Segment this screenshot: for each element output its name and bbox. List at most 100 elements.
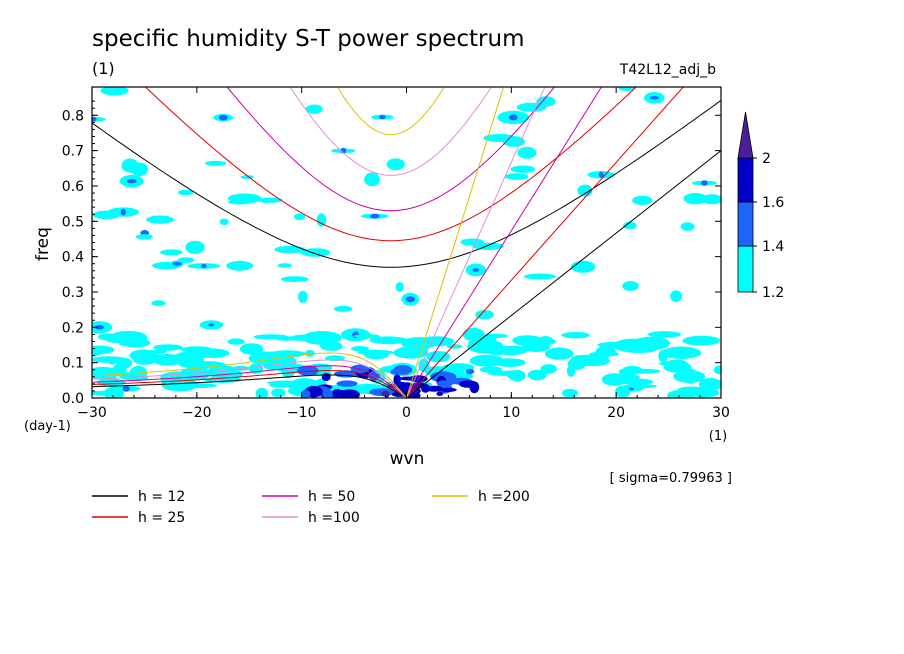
- y-axis-label: freq: [33, 227, 53, 261]
- contour-blob: [670, 290, 683, 303]
- contour-blob: [177, 257, 195, 263]
- x-tick-label: 30: [712, 405, 730, 421]
- contour-blob: [658, 349, 668, 363]
- contour-blob: [381, 390, 390, 397]
- contour-blob: [479, 366, 503, 373]
- contour-blob: [482, 334, 497, 345]
- contour-blob: [92, 345, 115, 355]
- rossby-curve: [92, 374, 407, 398]
- rossby-curve: [92, 365, 407, 398]
- contour-blob: [119, 341, 149, 347]
- contour-blob: [92, 116, 97, 122]
- legend-label: h = 25: [138, 510, 185, 526]
- contour-blob: [682, 335, 721, 346]
- inertia-gravity-curve: [289, 87, 493, 176]
- contour-blob: [370, 213, 380, 219]
- contour-blob: [255, 387, 269, 398]
- y-tick-label: 0.2: [62, 320, 84, 336]
- contour-blob: [269, 382, 293, 388]
- contour-blob: [442, 363, 475, 373]
- contour-blob: [623, 221, 637, 230]
- contour-blob: [701, 180, 708, 186]
- contour-blob: [418, 358, 430, 372]
- contour-blob: [275, 336, 298, 341]
- contour-blob: [567, 357, 587, 370]
- contour-blob: [332, 388, 343, 396]
- contour-blob: [333, 305, 353, 312]
- contour-blob: [517, 146, 537, 159]
- x-tick-label: 20: [607, 405, 625, 421]
- contour-blob: [294, 213, 306, 221]
- contour-blob: [399, 346, 428, 352]
- rossby-curve: [92, 370, 407, 398]
- contour-blob: [615, 385, 631, 398]
- contour-blob: [178, 189, 194, 196]
- colorbar-segment: [737, 157, 754, 203]
- contour-blob: [336, 380, 358, 387]
- x-axis: −30 −20 −10 0 10 20 30: [77, 87, 730, 421]
- contour-blob: [302, 331, 342, 345]
- contour-blob: [516, 102, 547, 112]
- y-tick-label: 0.1: [62, 356, 84, 372]
- contour-blob: [204, 160, 227, 166]
- contour-blob: [437, 380, 450, 387]
- contour-blob: [160, 249, 183, 256]
- chart-subtitle-right: T42L12_adj_b: [619, 62, 716, 78]
- rossby-curve: [92, 352, 407, 398]
- y-tick-label: 0.0: [62, 391, 84, 407]
- contour-blob: [208, 323, 215, 327]
- x-tick-label: −30: [77, 405, 107, 421]
- y-tick-label: 0.5: [62, 214, 84, 230]
- x-tick-label: 10: [502, 405, 520, 421]
- contour-blob: [274, 245, 306, 254]
- kelvin-wave-line: [406, 87, 505, 398]
- contour-blob: [509, 114, 518, 121]
- legend: h = 12 h = 25 h = 50 h =100 h =200: [92, 489, 530, 526]
- kelvin-wave-line: [406, 150, 721, 398]
- contour-blob: [190, 361, 226, 369]
- contour-blob: [405, 296, 415, 303]
- colorbar-segment: [737, 245, 754, 293]
- colorbar-label: 1.6: [762, 195, 784, 211]
- contour-blob: [151, 354, 184, 366]
- colorbar-label: 2: [762, 151, 771, 167]
- contour-blob: [624, 348, 654, 353]
- contour-blob: [475, 310, 494, 320]
- colorbar-segment: [737, 201, 754, 247]
- sigma-label: [ sigma=0.79963 ]: [610, 471, 732, 486]
- contour-blob: [393, 365, 412, 375]
- contour-blob: [304, 349, 315, 357]
- contour-blob: [92, 390, 124, 396]
- inertia-gravity-curve: [144, 87, 637, 242]
- contour-blob: [204, 376, 242, 383]
- contour-blob: [297, 365, 319, 376]
- contour-blob: [460, 238, 485, 246]
- contour-blob: [379, 115, 386, 120]
- contour-blob: [540, 364, 557, 374]
- contour-blob: [321, 373, 331, 381]
- contour-blob: [143, 350, 165, 355]
- contour-blob: [277, 263, 293, 268]
- contour-blob: [659, 361, 688, 367]
- contour-blob: [189, 348, 230, 358]
- x-tick-label: −10: [287, 405, 317, 421]
- contour-blob: [290, 334, 322, 342]
- contour-blob: [218, 114, 228, 121]
- contour-blob: [126, 179, 137, 184]
- contour-blob: [545, 347, 574, 360]
- contour-blob: [357, 349, 394, 356]
- contour-blob: [618, 368, 639, 376]
- contour-blob: [458, 380, 479, 388]
- y-unit: (day-1): [24, 419, 71, 434]
- contour-blob: [112, 363, 127, 377]
- contour-blob: [504, 173, 529, 180]
- kelvin-wave-line: [406, 87, 684, 398]
- contour-blob: [472, 268, 480, 272]
- contour-blob: [239, 343, 264, 355]
- contour-blob: [364, 172, 380, 187]
- x-tick-label: 0: [402, 405, 411, 421]
- contour-blob: [353, 334, 381, 339]
- contour-blob: [647, 331, 682, 338]
- contour-blob: [561, 388, 579, 398]
- contour-blob: [623, 384, 658, 389]
